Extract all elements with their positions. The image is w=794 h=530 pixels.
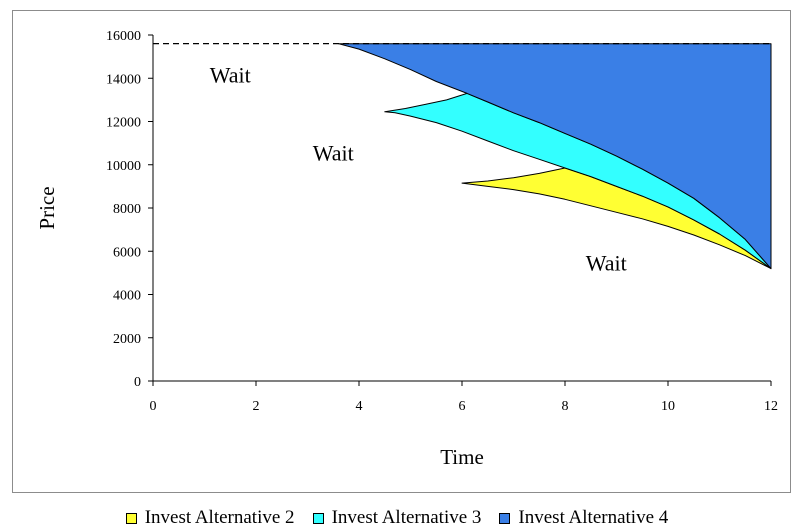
x-tick-label: 8 bbox=[562, 399, 569, 414]
y-axis-title: Price bbox=[35, 186, 59, 229]
wait-label: Wait bbox=[586, 251, 627, 276]
y-ticks: 0 2000 4000 6000 8000 10000 12000 14000 16000 bbox=[106, 29, 153, 390]
chart-plot: 0 2 4 6 8 10 12 0 2000 4000 6000 8000 10000 12000 140… bbox=[35, 29, 778, 469]
chart-frame bbox=[12, 10, 791, 493]
legend: Invest Alternative 2 Invest Alternative 3… bbox=[0, 506, 794, 530]
y-tick-label: 8000 bbox=[113, 202, 141, 217]
region-invest-alternative-4 bbox=[337, 43, 772, 270]
y-tick-label: 0 bbox=[134, 375, 141, 390]
x-axis-title: Time bbox=[440, 445, 484, 469]
y-tick-label: 12000 bbox=[106, 116, 141, 131]
legend-label: Invest Alternative 4 bbox=[518, 507, 669, 528]
legend-swatch bbox=[499, 512, 511, 524]
y-tick-label: 10000 bbox=[106, 159, 141, 174]
y-tick-label: 16000 bbox=[106, 29, 141, 44]
annotations-layer: Wait Wait Wait bbox=[210, 63, 627, 276]
y-tick-label: 4000 bbox=[113, 289, 141, 304]
y-tick-label: 6000 bbox=[113, 245, 141, 260]
x-tick-label: 12 bbox=[764, 399, 778, 414]
x-tick-label: 0 bbox=[150, 399, 157, 414]
legend-label: Invest Alternative 2 bbox=[144, 507, 295, 528]
legend-label: Invest Alternative 3 bbox=[331, 507, 482, 528]
x-tick-label: 2 bbox=[253, 399, 260, 414]
regions-layer bbox=[337, 43, 772, 270]
y-tick-label: 14000 bbox=[106, 72, 141, 87]
legend-item-invest-alternative-2: Invest Alternative 2 bbox=[125, 507, 295, 529]
wait-label: Wait bbox=[313, 140, 354, 165]
y-tick-label: 2000 bbox=[113, 332, 141, 347]
x-tick-label: 4 bbox=[356, 399, 363, 414]
x-tick-label: 6 bbox=[459, 399, 466, 414]
x-tick-label: 10 bbox=[661, 399, 675, 414]
legend-item-invest-alternative-4: Invest Alternative 4 bbox=[499, 507, 668, 529]
x-ticks: 0 2 4 6 8 10 12 bbox=[150, 381, 778, 414]
legend-item-invest-alternative-3: Invest Alternative 3 bbox=[312, 507, 482, 529]
wait-label: Wait bbox=[210, 63, 251, 88]
legend-swatch bbox=[125, 512, 137, 524]
legend-swatch bbox=[312, 512, 324, 524]
